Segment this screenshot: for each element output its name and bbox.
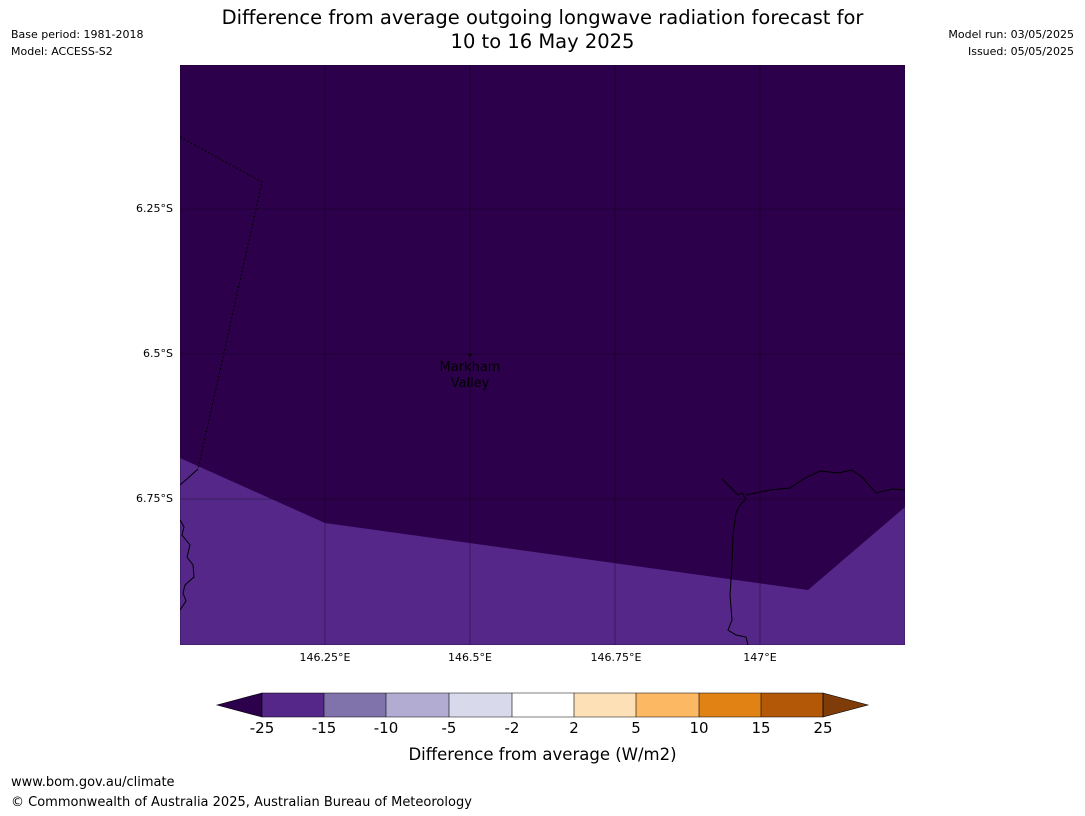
colorbar-segment-3 (386, 693, 449, 717)
colorbar-dividers (261, 692, 824, 718)
longitude-label-147e: 147°E (743, 651, 777, 664)
colorbar-segment-2 (324, 693, 386, 717)
anomaly-region-minus-25-to-minus-15 (180, 458, 905, 645)
base-period-text: Base period: 1981-2018 (11, 28, 144, 41)
colorbar-tick-minus-2: -2 (504, 719, 520, 737)
colorbar-segment-8 (699, 693, 761, 717)
colorbar-segment-1 (262, 693, 324, 717)
colorbar-segment-6 (574, 693, 636, 717)
footer-url-link[interactable]: www.bom.gov.au/climate (11, 775, 175, 790)
metadata-left: Base period: 1981-2018 Model: ACCESS-S2 (11, 26, 143, 60)
longitude-label-146-25e: 146.25°E (299, 651, 351, 664)
colorbar-segment-7 (636, 693, 699, 717)
metadata-right: Model run: 03/05/2025 Issued: 05/05/2025 (948, 26, 1074, 60)
colorbar-tick-15: 15 (751, 719, 771, 737)
latitude-label-6-5s: 6.5°S (143, 347, 173, 360)
colorbar-tick-minus-25: -25 (249, 719, 275, 737)
colorbar-label: Difference from average (W/m2) (408, 745, 677, 764)
colorbar-arrow-min (215, 692, 263, 718)
latitude-label-6-75s: 6.75°S (136, 492, 173, 505)
markham-valley-marker (468, 353, 472, 357)
colorbar-tick-25: 25 (813, 719, 833, 737)
colorbar-tick-5: 5 (631, 719, 641, 737)
coastline-east (745, 469, 905, 496)
colorbar-tick-10: 10 (689, 719, 709, 737)
place-label-line-2: Valley (451, 376, 490, 391)
river-east (721, 478, 749, 645)
map-title-line-2: 10 to 16 May 2025 (450, 30, 635, 53)
province-boundary (180, 136, 263, 470)
model-run-text: Model run: 03/05/2025 (948, 28, 1074, 41)
colorbar-tick-minus-15: -15 (311, 719, 337, 737)
colorbar-tick-2: 2 (569, 719, 579, 737)
coastline-west (180, 468, 199, 611)
forecast-map: Markham Valley (180, 65, 905, 645)
colorbar-tick-minus-5: -5 (441, 719, 457, 737)
colorbar-segment-9 (761, 693, 823, 717)
colorbar-segment-4 (449, 693, 512, 717)
colorbar-tick-minus-10: -10 (373, 719, 399, 737)
model-text: Model: ACCESS-S2 (11, 45, 113, 58)
map-title: Difference from average outgoing longwav… (0, 6, 1085, 54)
colorbar-segment-5 (512, 693, 574, 717)
latitude-label-6-25s: 6.25°S (136, 202, 173, 215)
longitude-label-146-75e: 146.75°E (590, 651, 642, 664)
place-label-line-1: Markham (440, 360, 501, 375)
colorbar (215, 692, 870, 718)
colorbar-arrow-max (822, 692, 870, 718)
longitude-label-146-5e: 146.5°E (448, 651, 492, 664)
map-title-line-1: Difference from average outgoing longwav… (221, 6, 864, 29)
footer-copyright: © Commonwealth of Australia 2025, Austra… (11, 795, 472, 810)
issued-text: Issued: 05/05/2025 (967, 45, 1074, 58)
